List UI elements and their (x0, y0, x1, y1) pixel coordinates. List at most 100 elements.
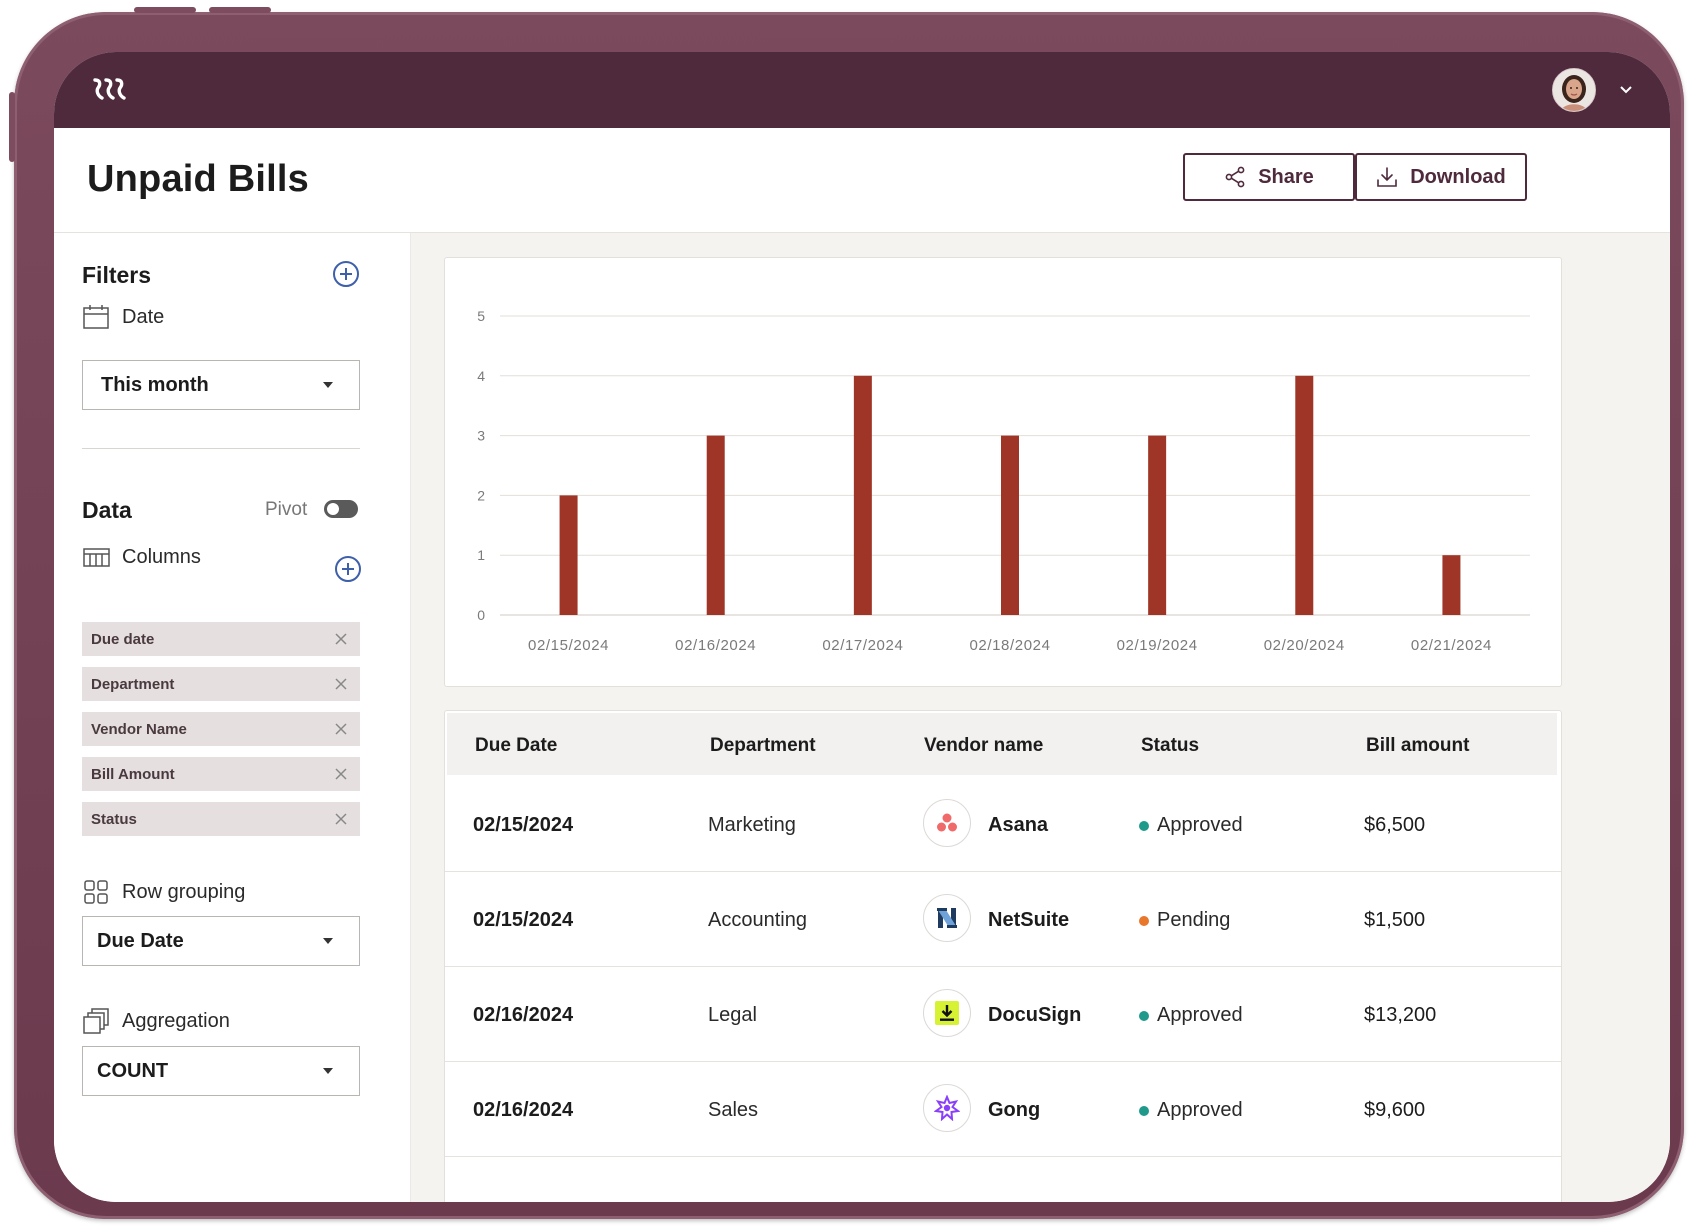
status-dot (1139, 820, 1149, 831)
chart-bar[interactable] (1295, 375, 1314, 615)
chart-bar[interactable] (559, 495, 578, 615)
share-icon (1225, 166, 1245, 188)
chart-bar[interactable] (1148, 435, 1167, 615)
x-tick-label: 02/21/2024 (1411, 637, 1492, 654)
header-department[interactable]: Department (710, 735, 816, 756)
y-tick-label: 0 (477, 607, 485, 623)
header-bill-amount[interactable]: Bill amount (1366, 735, 1470, 756)
table-header: Due Date Department Vendor name Status B… (447, 713, 1557, 775)
cell-bill-amount: $9,600 (1364, 1099, 1426, 1121)
data-title: Data (82, 497, 132, 523)
remove-chip-icon[interactable] (334, 767, 348, 781)
x-tick-label: 02/17/2024 (822, 637, 903, 654)
bills-table: Due Date Department Vendor name Status B… (444, 710, 1562, 1202)
cell-vendor-name: Gong (988, 1099, 1041, 1121)
sidebar: Filters Date This month Data Pivot (54, 233, 411, 1202)
share-label: Share (1258, 165, 1314, 188)
aggregation-select[interactable]: COUNT (82, 1046, 360, 1096)
chart-bar[interactable] (853, 375, 872, 615)
pivot-label: Pivot (265, 499, 308, 520)
row-grouping-select[interactable]: Due Date (82, 916, 360, 966)
gong-icon (923, 1084, 971, 1132)
x-tick-label: 02/20/2024 (1264, 637, 1345, 654)
tablet-frame: Unpaid Bills Share (9, 7, 1684, 1219)
column-chip: Status (82, 802, 360, 836)
chart-bar[interactable] (1442, 555, 1461, 615)
cell-due-date: 02/15/2024 (473, 814, 574, 836)
row-grouping-value: Due Date (97, 930, 184, 952)
stack-icon (83, 1008, 109, 1034)
grid-icon (84, 880, 108, 904)
add-filter-button[interactable] (333, 261, 359, 287)
netsuite-icon (923, 894, 971, 942)
download-icon (1377, 167, 1398, 187)
chevron-down-icon[interactable] (1619, 82, 1633, 96)
y-tick-label: 5 (477, 308, 485, 324)
user-avatar[interactable] (1552, 68, 1596, 112)
cell-department: Marketing (708, 814, 796, 836)
docusign-icon (923, 989, 971, 1037)
caret-down-icon (323, 1068, 333, 1074)
header-status[interactable]: Status (1141, 735, 1200, 756)
app-screen: Unpaid Bills Share (54, 52, 1670, 1202)
header-due-date[interactable]: Due Date (475, 735, 558, 756)
y-tick-label: 4 (477, 368, 485, 384)
table-row[interactable]: 02/16/2024 Legal DocuSign Approved (445, 967, 1561, 1062)
cell-status: Approved (1139, 1004, 1243, 1027)
chart-bar[interactable] (1001, 435, 1019, 615)
device-button (209, 7, 271, 13)
columns-label: Columns (82, 543, 201, 571)
bar-chart: 0 1 2 3 4 5 02/15/2024 02/16/2024 02/17/2024 02/1… (477, 308, 1530, 654)
page-title: Unpaid Bills (87, 158, 309, 200)
cell-status: Approved (1139, 1099, 1243, 1122)
cell-vendor-name: NetSuite (988, 909, 1070, 931)
cell-due-date: 02/16/2024 (473, 1004, 574, 1026)
remove-chip-icon[interactable] (334, 812, 348, 826)
caret-down-icon (323, 938, 333, 944)
table-row[interactable]: 02/16/2024 Sales Gong Approved $9,600 (445, 1062, 1561, 1157)
remove-chip-icon[interactable] (334, 632, 348, 646)
page-header: Unpaid Bills Share (54, 128, 1670, 233)
x-tick-label: 02/18/2024 (969, 637, 1050, 654)
row-grouping-label: Row grouping (82, 878, 245, 906)
status-dot (1139, 1105, 1149, 1116)
toggle-knob (327, 503, 339, 515)
column-chip: Department (82, 667, 360, 701)
cell-status: Pending (1139, 909, 1230, 932)
add-column-button[interactable] (335, 556, 361, 582)
cell-due-date: 02/16/2024 (473, 1099, 574, 1121)
share-button[interactable]: Share (1183, 153, 1355, 201)
download-button[interactable]: Download (1355, 153, 1527, 201)
divider (82, 448, 360, 449)
header-vendor-name[interactable]: Vendor name (924, 735, 1044, 756)
main-content: 0 1 2 3 4 5 02/15/2024 02/16/2024 02/17/2024 02/1… (411, 233, 1670, 1202)
column-chip: Due date (82, 622, 360, 656)
status-dot (1139, 1010, 1149, 1021)
cell-bill-amount: $13,200 (1364, 1004, 1437, 1026)
table-columns-icon (83, 548, 110, 567)
table-row[interactable]: 02/15/2024 Accounting NetSuite (445, 872, 1561, 967)
device-button (134, 7, 196, 13)
device-button (9, 92, 15, 162)
y-tick-label: 2 (477, 487, 485, 503)
download-label: Download (1410, 165, 1506, 188)
x-tick-label: 02/19/2024 (1117, 637, 1198, 654)
date-select[interactable]: This month (82, 360, 360, 410)
column-chip: Bill Amount (82, 757, 360, 791)
status-dot (1139, 915, 1149, 926)
column-chip: Vendor Name (82, 712, 360, 746)
remove-chip-icon[interactable] (334, 722, 348, 736)
chart-bar[interactable] (706, 435, 725, 615)
x-tick-label: 02/16/2024 (675, 637, 756, 654)
date-select-value: This month (101, 374, 209, 396)
app-logo-icon[interactable] (92, 74, 128, 104)
cell-bill-amount: $6,500 (1364, 814, 1426, 836)
table-row[interactable]: 02/15/2024 Marketing Asana Approved $6,5… (445, 777, 1561, 872)
pivot-toggle[interactable] (324, 500, 358, 518)
caret-down-icon (323, 382, 333, 388)
cell-due-date: 02/15/2024 (473, 909, 574, 931)
cell-vendor-name: DocuSign (988, 1004, 1082, 1026)
cell-status: Approved (1139, 814, 1243, 837)
remove-chip-icon[interactable] (334, 677, 348, 691)
date-filter-label: Date (82, 303, 164, 331)
